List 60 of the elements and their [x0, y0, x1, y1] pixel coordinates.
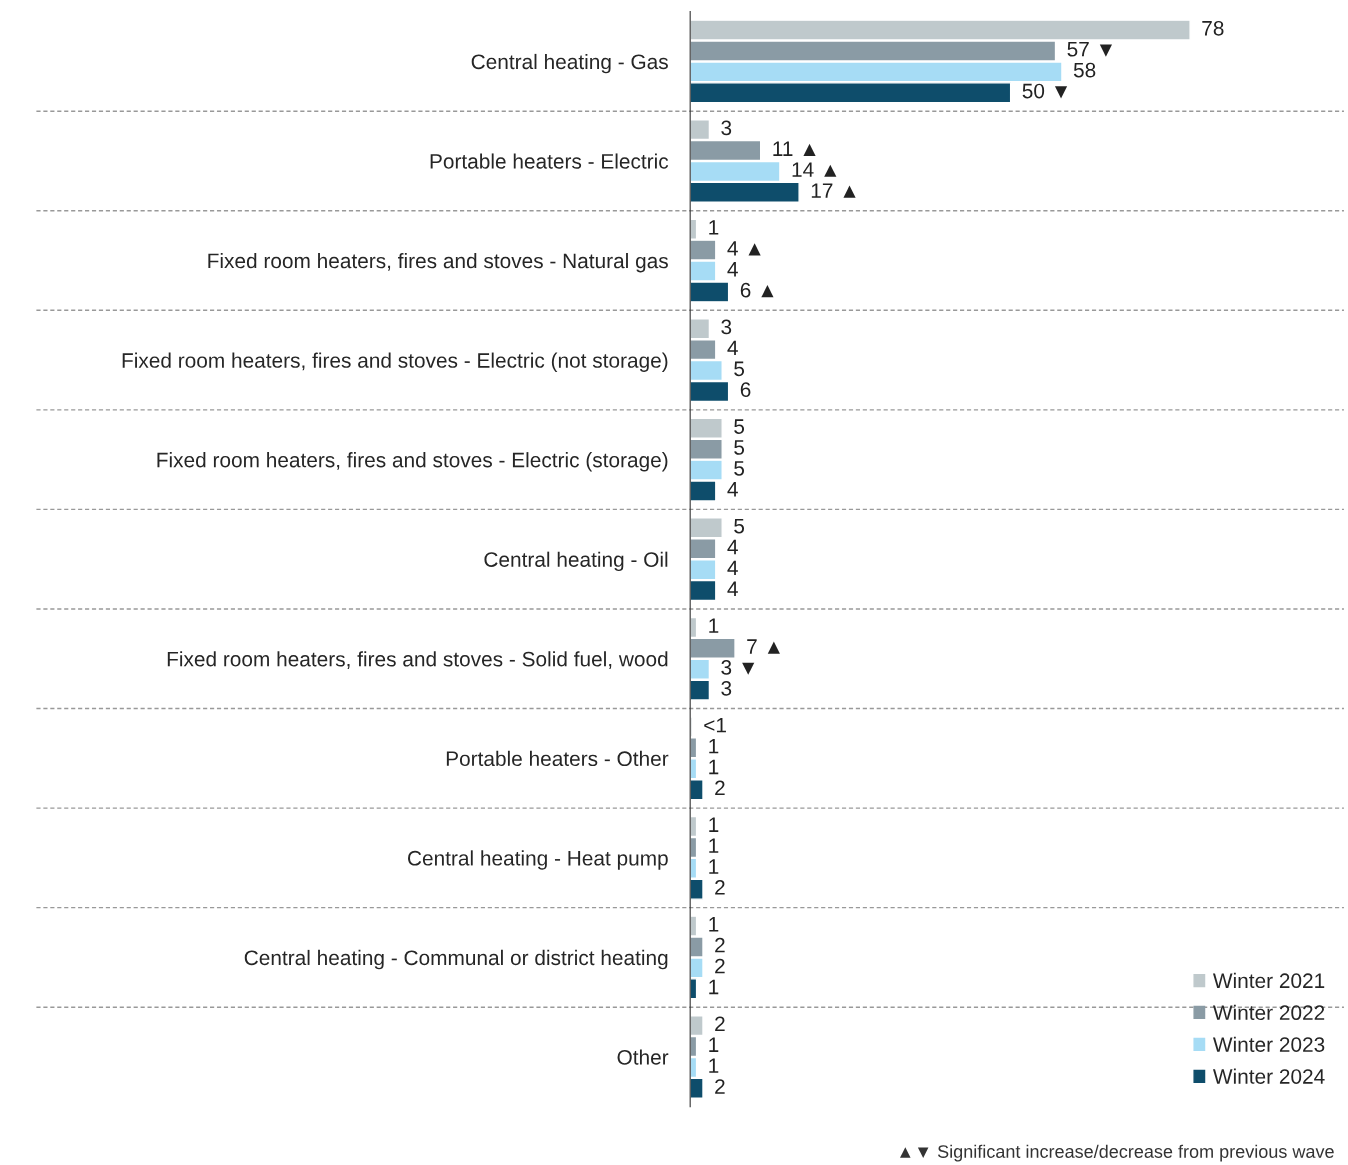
data-label: 1	[709, 917, 719, 932]
legend-label: Winter 2023	[1212, 1036, 1325, 1052]
data-label: 3	[721, 319, 732, 335]
y-tick-label: Portable heaters - Electric	[430, 153, 669, 169]
data-label: 4 ▲	[727, 241, 761, 256]
data-label: 2	[715, 958, 725, 974]
data-label: 4	[727, 262, 738, 277]
y-tick-label: Fixed room heaters, fires and stoves - Electric (storage)	[157, 452, 668, 472]
data-label: 50 ▼	[1022, 83, 1068, 99]
data-label: 1	[709, 859, 719, 874]
y-tick-label: Portable heaters - Other	[446, 750, 669, 767]
legend-label: Winter 2022	[1212, 1004, 1325, 1021]
data-label: 7 ▲	[747, 639, 780, 654]
data-label: 2	[715, 1016, 725, 1031]
data-label: 4	[727, 539, 738, 555]
y-tick-label: Central heating - Heat pump	[408, 850, 668, 870]
data-label: 4	[727, 581, 738, 596]
data-label: 1	[709, 979, 719, 995]
y-tick-label: Fixed room heaters, fires and stoves - Natural gas	[208, 252, 668, 273]
y-tick-label: Central heating - Communal or district heating	[244, 949, 668, 970]
data-label: 2	[715, 880, 725, 895]
data-label: 1	[709, 1058, 719, 1073]
data-label: 3	[721, 680, 732, 696]
y-tick-label: Central heating - Oil	[484, 551, 668, 572]
y-tick-label: Fixed room heaters, fires and stoves - Solid fuel, wood	[167, 651, 668, 669]
data-label: 1	[709, 759, 719, 775]
data-label: 4	[727, 340, 738, 356]
data-label: 1	[709, 738, 719, 754]
data-label: 5	[734, 361, 745, 377]
data-label: 3 ▼	[721, 660, 755, 675]
data-label: 5	[734, 461, 745, 476]
legend-label: Winter 2024	[1212, 1068, 1325, 1084]
data-label: 57 ▼	[1067, 42, 1112, 57]
data-label: 14 ▲	[792, 162, 837, 177]
data-label: 2	[715, 780, 725, 796]
y-tick-label: Other	[617, 1049, 669, 1065]
data-label: 5	[734, 440, 745, 455]
data-label: 4	[727, 482, 738, 497]
data-label: 6	[740, 382, 751, 398]
data-label: 1	[709, 838, 719, 853]
data-label: 1	[709, 1037, 719, 1052]
data-label: 78	[1202, 20, 1224, 36]
data-label: 58	[1073, 62, 1096, 78]
data-label: 3	[721, 120, 732, 136]
legend-label: Winter 2021	[1212, 972, 1325, 989]
data-label: 2	[715, 1079, 725, 1094]
data-label: 11 ▲	[773, 141, 816, 156]
text: ▲▼ Significant increase/decrease from previous wave	[900, 1144, 1334, 1162]
data-label: 1	[709, 817, 719, 832]
y-tick-label: Fixed room heaters, fires and stoves - Electric (not storage)	[122, 352, 668, 372]
data-label: 6 ▲	[740, 282, 774, 298]
data-label: 1	[709, 618, 719, 633]
data-label: <1	[704, 718, 726, 733]
y-tick-label: Central heating - Gas	[471, 53, 668, 74]
data-label: 17 ▲	[811, 183, 856, 198]
data-label: 5	[734, 419, 745, 434]
data-label: 2	[715, 937, 725, 953]
data-label: 1	[709, 220, 719, 235]
data-label: 4	[727, 560, 738, 576]
data-label: 5	[734, 518, 745, 534]
